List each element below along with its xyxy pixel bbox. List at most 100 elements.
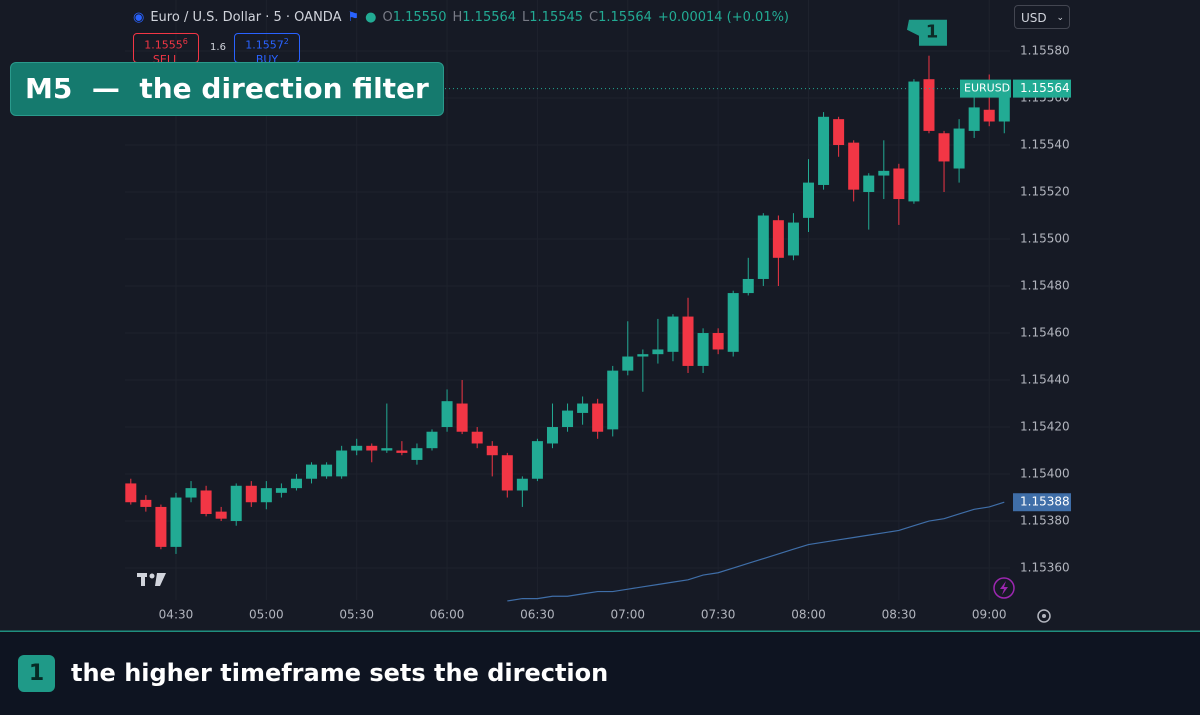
spread: 1.6 <box>210 42 226 53</box>
symbol-header: ◉ Euro / U.S. Dollar · 5 · OANDA ⚑ ● O1.… <box>133 7 789 27</box>
candle-body <box>682 316 694 366</box>
y-tick-label: 1.15460 <box>1020 326 1070 340</box>
candle-body <box>833 119 845 146</box>
x-tick-label: 04:30 <box>159 608 194 622</box>
candle-body <box>652 349 664 355</box>
candle-body <box>155 506 167 547</box>
ohlc-label: C <box>589 9 599 25</box>
candle-body <box>456 403 468 432</box>
annotation-flag <box>906 19 947 46</box>
candle-body <box>908 81 920 202</box>
x-tick-label: 07:30 <box>701 608 736 622</box>
caption-bar <box>0 634 1200 715</box>
x-tick-label: 06:30 <box>520 608 555 622</box>
lightning-icon[interactable] <box>993 577 1015 599</box>
ohlc-value: 1.15545 <box>529 9 584 25</box>
price-tag <box>1013 79 1071 98</box>
buy-pip: 2 <box>283 37 289 46</box>
y-tick-label: 1.15380 <box>1020 514 1070 528</box>
price-tag-text: 1.15564 <box>1020 81 1070 95</box>
caption-text: the higher timeframe sets the direction <box>71 659 609 687</box>
candle-body <box>923 79 935 131</box>
candle-body <box>983 109 995 122</box>
symbol-tag-text: EURUSD <box>964 82 1010 95</box>
candle-body <box>140 499 152 507</box>
candle-body <box>230 485 242 522</box>
candle-body <box>757 215 769 279</box>
ohlc-label: L <box>522 9 530 25</box>
candle-body <box>848 142 860 190</box>
y-tick-label: 1.15500 <box>1020 232 1070 246</box>
candle-body <box>200 490 212 514</box>
candle-body <box>968 107 980 131</box>
y-tick-label: 1.15420 <box>1020 420 1070 434</box>
candle-body <box>396 450 408 453</box>
x-tick-label: 08:30 <box>882 608 917 622</box>
chart: 1.155801.155601.155401.155201.155001.154… <box>0 19 1200 632</box>
x-tick-label: 06:00 <box>430 608 465 622</box>
candle-body <box>938 133 950 162</box>
candle-body <box>863 175 875 193</box>
candle-body <box>321 464 333 477</box>
candle-body <box>742 278 754 294</box>
ma-tag-text: 1.15388 <box>1020 495 1070 509</box>
ohlc-value: 1.15550 <box>392 9 447 25</box>
ohlc-c: C1.15564 <box>589 10 652 25</box>
moving-average <box>507 501 1005 602</box>
settings-icon[interactable] <box>1037 609 1051 623</box>
symbol-tag <box>960 79 1011 98</box>
candle-body <box>998 88 1010 122</box>
candle-body <box>275 488 287 493</box>
change: +0.00014 (+0.01%) <box>657 9 790 25</box>
ohlc-h: H1.15564 <box>452 10 516 25</box>
candle-body <box>426 431 438 449</box>
candle-body <box>727 293 739 352</box>
ohlc-l: L1.15545 <box>522 10 583 25</box>
candle-body <box>712 333 724 350</box>
candle-body <box>290 478 302 489</box>
candle-body <box>803 182 814 218</box>
candle-body <box>546 427 558 444</box>
candle-body <box>878 170 890 176</box>
x-tick-label: 07:00 <box>610 608 645 622</box>
y-tick-label: 1.15400 <box>1020 467 1070 481</box>
candle-body <box>215 511 227 519</box>
candle-body <box>531 441 543 479</box>
buy-button[interactable]: 1.15572 BUY <box>234 33 300 66</box>
candle-body <box>562 410 574 428</box>
status-dot: ● <box>365 9 377 25</box>
candle-body <box>336 450 348 477</box>
sell-button[interactable]: 1.15556 SELL <box>133 33 199 66</box>
candle-body <box>697 333 709 366</box>
x-tick-label: 05:30 <box>339 608 374 622</box>
ohlc-value: 1.15564 <box>598 9 652 25</box>
candle-body <box>366 445 378 451</box>
ohlc-label: H <box>452 9 463 25</box>
overlay-title: M5 — the direction filter <box>10 62 444 116</box>
candle-body <box>441 401 453 428</box>
candle-body <box>306 464 318 479</box>
candle-body <box>501 455 513 491</box>
candle-body <box>170 497 182 547</box>
tv-logo <box>137 573 166 586</box>
caption-badge: 1 <box>18 655 55 692</box>
candle-body <box>411 448 423 460</box>
annotation-text: 1 <box>926 22 939 43</box>
x-tick-label: 05:00 <box>249 608 284 622</box>
y-tick-label: 1.15440 <box>1020 373 1070 387</box>
sell-pip: 6 <box>182 37 188 46</box>
candle-body <box>245 485 257 503</box>
y-tick-label: 1.15520 <box>1020 185 1070 199</box>
ma-tag <box>1013 493 1071 512</box>
currency-select[interactable]: USD ⌄ <box>1014 5 1070 29</box>
candle-body <box>381 448 393 451</box>
candle-body <box>185 488 197 498</box>
candle-body <box>787 222 799 256</box>
candle-body <box>577 403 589 413</box>
candle-body <box>893 168 905 200</box>
x-tick-label: 09:00 <box>972 608 1007 622</box>
candle-body <box>516 478 528 491</box>
flag-icon[interactable]: ⚑ <box>347 9 360 25</box>
y-tick-label: 1.15580 <box>1020 43 1070 57</box>
